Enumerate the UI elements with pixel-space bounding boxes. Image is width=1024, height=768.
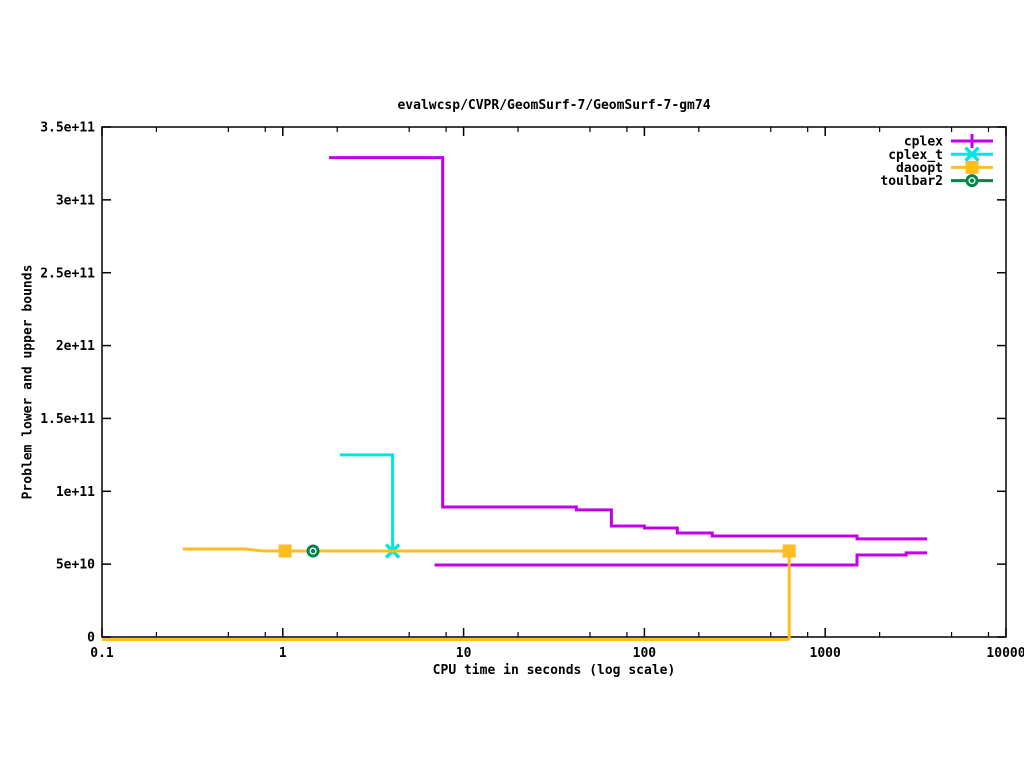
square-marker-icon	[782, 544, 796, 558]
series-layer	[102, 156, 928, 641]
x-tick-label: 100	[633, 646, 657, 661]
plus-marker-icon	[965, 134, 979, 148]
square-marker-icon	[278, 544, 292, 558]
legend-marker-cplex_t	[964, 146, 980, 162]
series-cplex	[329, 156, 928, 567]
legend-label-daoopt: daoopt	[896, 161, 943, 176]
legend-marker-cplex	[965, 134, 979, 148]
x-tick-label: 1000	[810, 646, 841, 661]
series-cplex-line	[434, 551, 928, 567]
x-tick-label: 10	[456, 646, 472, 661]
y-tick-label: 0	[87, 631, 95, 646]
circle-dot-icon	[969, 178, 975, 183]
x-axis-ticks: 0.1 1 10 100 1000 10000	[90, 127, 1024, 661]
legend-marker-daoopt	[965, 160, 979, 174]
plot-border	[101, 126, 1007, 638]
series-toulbar2-marker	[306, 544, 320, 558]
y-tick-label: 2.5e+11	[40, 266, 95, 281]
circle-dot-icon	[310, 548, 316, 554]
x-tick-label: 1	[279, 646, 287, 661]
series-daoopt-marker	[782, 544, 796, 558]
y-tick-label: 2e+11	[56, 339, 95, 354]
legend-label-cplex: cplex	[904, 135, 943, 150]
y-axis-ticks: 0 5e+10 1e+11 1.5e+11 2e+11 2.5e+11 3e+11 3.5e+…	[40, 121, 1006, 646]
x-tick-label: 10000	[986, 646, 1024, 661]
legend-marker-toulbar2	[965, 174, 979, 188]
square-marker-icon	[965, 160, 979, 174]
y-tick-label: 3e+11	[56, 193, 95, 208]
series-daoopt-line	[182, 547, 791, 640]
series-cplex_t	[339, 453, 401, 559]
x-tick-label: 0.1	[90, 646, 114, 661]
y-tick-label: 5e+10	[56, 558, 95, 573]
series-toulbar2	[306, 544, 320, 558]
series-cplex_t-line	[339, 453, 395, 551]
legend-label-cplex_t: cplex_t	[888, 148, 943, 163]
chart-title: evalwcsp/CVPR/GeomSurf-7/GeomSurf-7-gm74	[397, 98, 711, 113]
x-marker-icon	[964, 146, 980, 162]
series-daoopt	[102, 544, 796, 641]
y-tick-label: 1e+11	[56, 485, 95, 500]
y-tick-label: 3.5e+11	[40, 121, 95, 136]
series-cplex-line	[329, 156, 928, 541]
y-tick-label: 1.5e+11	[40, 412, 95, 427]
series-daoopt-marker	[278, 544, 292, 558]
legend-label-toulbar2: toulbar2	[880, 174, 943, 189]
x-axis-label: CPU time in seconds (log scale)	[432, 663, 676, 678]
